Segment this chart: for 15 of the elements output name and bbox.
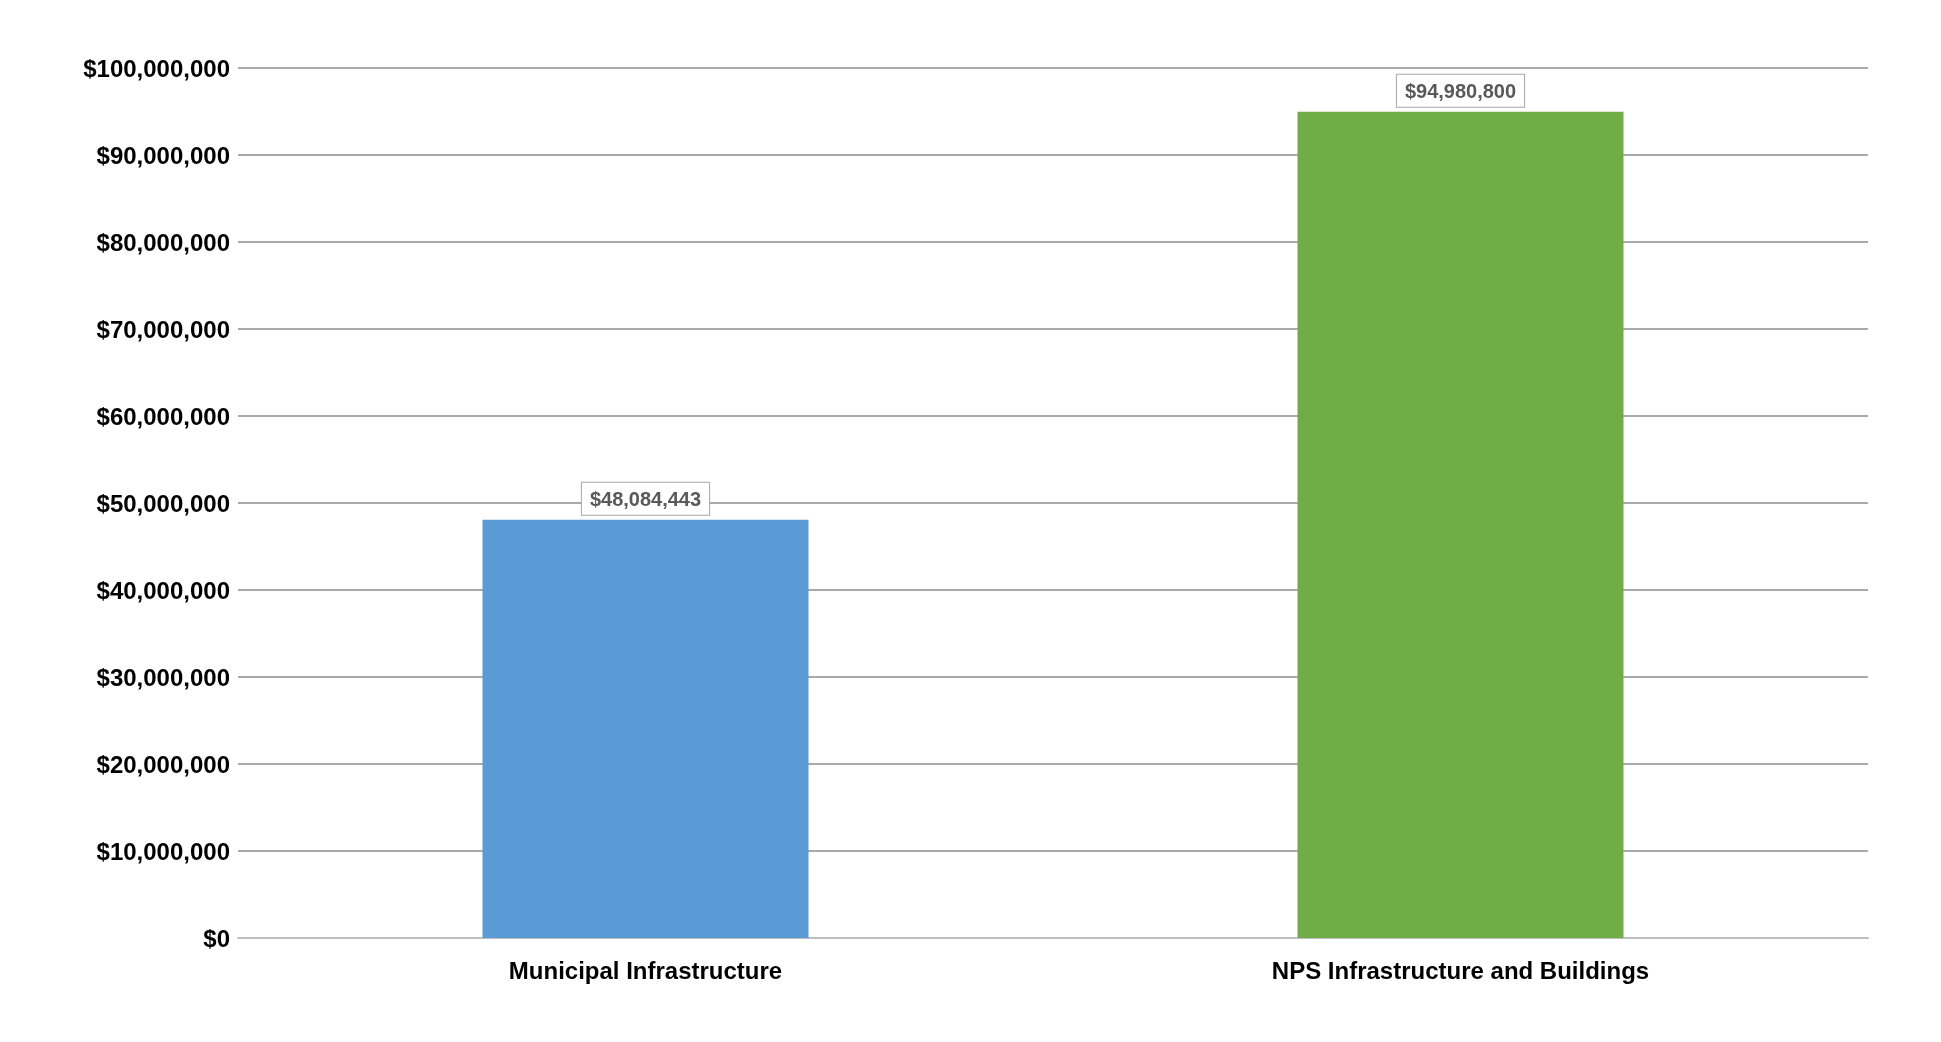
y-tick-label: $0 bbox=[203, 924, 230, 952]
data-label: $48,084,443 bbox=[589, 487, 702, 510]
y-tick-label: $50,000,000 bbox=[96, 489, 230, 517]
y-tick-label: $80,000,000 bbox=[96, 228, 230, 256]
x-tick-label: NPS Infrastructure and Buildings bbox=[1271, 956, 1650, 984]
y-tick-label: $30,000,000 bbox=[96, 663, 230, 691]
y-tick-label: $90,000,000 bbox=[96, 141, 230, 169]
x-tick-label: Municipal Infrastructure bbox=[508, 956, 783, 984]
y-tick-label: $40,000,000 bbox=[96, 576, 230, 604]
y-tick-label: $10,000,000 bbox=[96, 837, 230, 865]
y-tick-label: $60,000,000 bbox=[96, 402, 230, 430]
y-tick-label: $70,000,000 bbox=[96, 315, 230, 343]
y-tick-label: $20,000,000 bbox=[96, 750, 230, 778]
data-label: $94,980,800 bbox=[1404, 79, 1517, 102]
y-tick-label: $100,000,000 bbox=[83, 54, 230, 82]
